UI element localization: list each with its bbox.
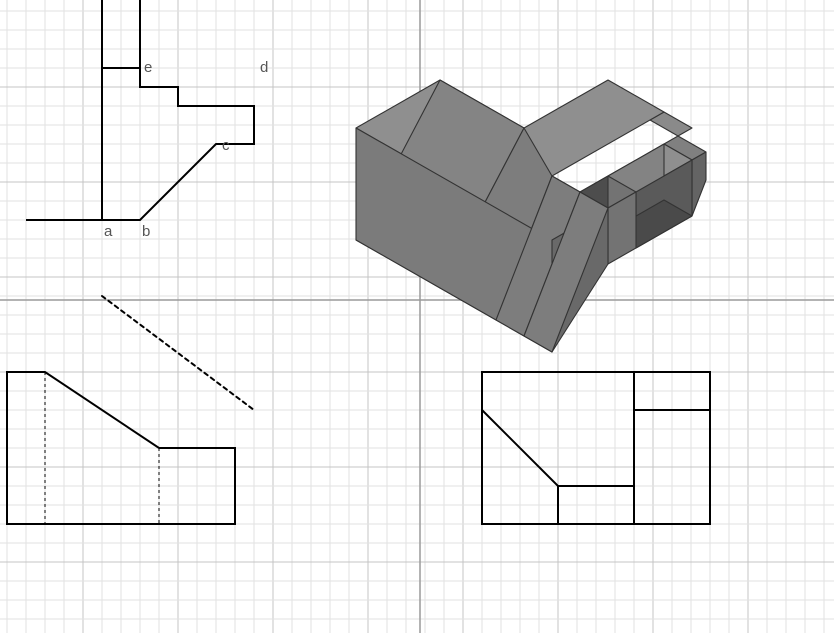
vertex-label-a: a bbox=[104, 223, 113, 240]
diagram-canvas: abcdefg bbox=[0, 0, 834, 633]
vertex-label-e: e bbox=[144, 59, 152, 76]
vertex-label-b: b bbox=[142, 223, 150, 240]
vertex-label-c: c bbox=[222, 137, 230, 154]
top-view: abcdefg bbox=[26, 0, 268, 240]
vertex-label-d: d bbox=[260, 59, 268, 76]
